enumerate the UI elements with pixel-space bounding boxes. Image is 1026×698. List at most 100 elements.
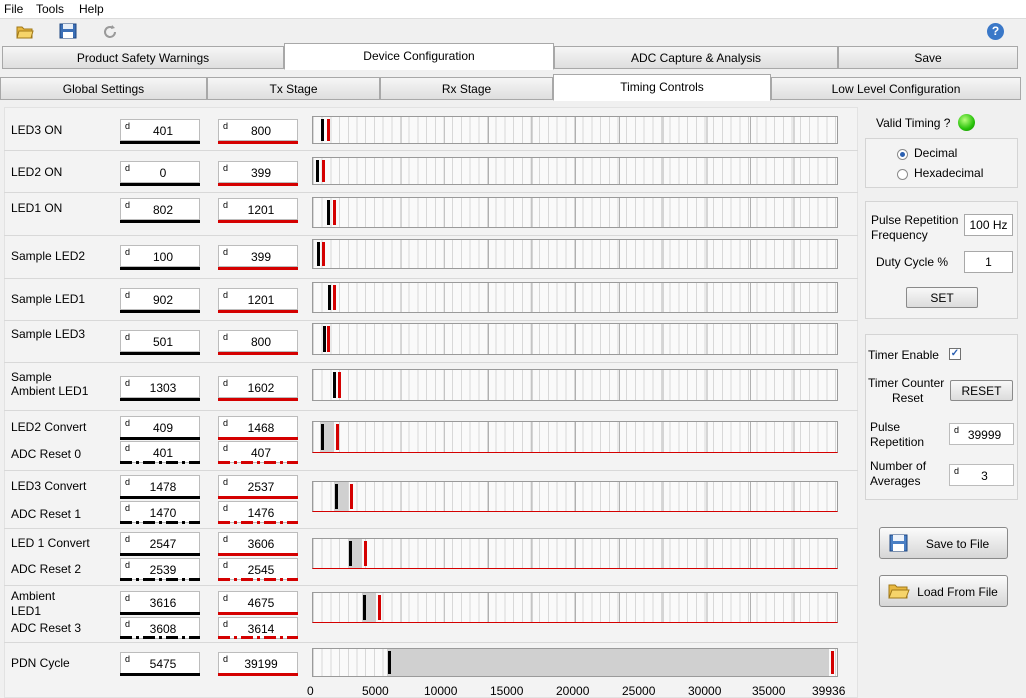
end-marker[interactable] bbox=[350, 484, 353, 509]
timer-reset-button[interactable]: RESET bbox=[950, 380, 1013, 401]
refresh-icon[interactable] bbox=[101, 24, 119, 40]
timing-track-led2-on bbox=[312, 157, 838, 185]
end-marker[interactable] bbox=[831, 651, 834, 674]
led1-on-start-input[interactable]: d 802 bbox=[120, 198, 200, 220]
end-marker[interactable] bbox=[378, 595, 381, 620]
led1-on-end-input[interactable]: d 1201 bbox=[218, 198, 298, 220]
menu-help[interactable]: Help bbox=[79, 2, 104, 16]
end-underline bbox=[218, 141, 298, 144]
start-marker[interactable] bbox=[349, 541, 352, 566]
led1-convert-start-input[interactable]: d 2547 bbox=[120, 532, 200, 554]
toolbar bbox=[0, 18, 1026, 44]
end-marker[interactable] bbox=[327, 326, 330, 352]
end-marker[interactable] bbox=[336, 424, 339, 450]
start-marker[interactable] bbox=[335, 484, 338, 509]
menu-file[interactable]: File bbox=[4, 2, 24, 16]
row-label-adc-reset-2: ADC Reset 2 bbox=[11, 562, 82, 576]
input-value: 902 bbox=[152, 293, 174, 307]
ambient-led1-end-input[interactable]: d 4675 bbox=[218, 591, 298, 613]
led3-on-start-input[interactable]: d 401 bbox=[120, 119, 200, 141]
adc-reset-0-end-input[interactable]: d 407 bbox=[218, 441, 298, 463]
led3-on-end-input[interactable]: d 800 bbox=[218, 119, 298, 141]
save-to-file-button[interactable]: Save to File bbox=[879, 527, 1008, 559]
input-value: 3608 bbox=[149, 622, 177, 636]
sample-led1-end-input[interactable]: d 1201 bbox=[218, 288, 298, 310]
pulse-repetition-input[interactable]: d 39999 bbox=[949, 423, 1014, 445]
led1-convert-end-input[interactable]: d 3606 bbox=[218, 532, 298, 554]
start-marker[interactable] bbox=[333, 372, 336, 398]
end-marker[interactable] bbox=[338, 372, 341, 398]
end-marker[interactable] bbox=[333, 200, 336, 225]
load-from-file-button[interactable]: Load From File bbox=[879, 575, 1008, 607]
tab-product-safety-warnings[interactable]: Product Safety Warnings bbox=[2, 46, 284, 69]
prf-label-line2: Frequency bbox=[871, 228, 928, 242]
sample-led2-end-input[interactable]: d 399 bbox=[218, 245, 298, 267]
sample-ambient-led1-start-input[interactable]: d 1303 bbox=[120, 376, 200, 398]
tab-device-configuration[interactable]: Device Configuration bbox=[284, 43, 554, 70]
adc-reset-3-end-input[interactable]: d 3614 bbox=[218, 617, 298, 639]
adc-reset-2-start-input[interactable]: d 2539 bbox=[120, 558, 200, 580]
input-value: 3606 bbox=[247, 537, 275, 551]
decimal-radio[interactable] bbox=[897, 149, 908, 160]
adc-reset-1-end-input[interactable]: d 1476 bbox=[218, 501, 298, 523]
tab-global-settings[interactable]: Global Settings bbox=[0, 77, 207, 100]
tab-low-level-configuration[interactable]: Low Level Configuration bbox=[771, 77, 1021, 100]
set-button[interactable]: SET bbox=[906, 287, 978, 308]
menu-tools[interactable]: Tools bbox=[36, 2, 65, 16]
end-marker[interactable] bbox=[364, 541, 367, 566]
duty-cycle-input[interactable]: 1 bbox=[964, 251, 1013, 273]
tab-rx-stage[interactable]: Rx Stage bbox=[380, 77, 553, 100]
sample-led3-end-input[interactable]: d 800 bbox=[218, 330, 298, 352]
sample-ambient-led1-end-input[interactable]: d 1602 bbox=[218, 376, 298, 398]
start-marker[interactable] bbox=[388, 651, 391, 674]
start-marker[interactable] bbox=[316, 160, 319, 182]
input-value: 2545 bbox=[247, 563, 275, 577]
start-underline bbox=[120, 352, 200, 355]
tab-save[interactable]: Save bbox=[838, 46, 1018, 69]
prf-input[interactable]: 100 Hz bbox=[964, 214, 1013, 236]
start-marker[interactable] bbox=[321, 424, 324, 450]
sample-led1-start-input[interactable]: d 902 bbox=[120, 288, 200, 310]
help-icon[interactable]: ? bbox=[987, 23, 1004, 40]
decimal-prefix: d bbox=[223, 654, 229, 664]
start-marker[interactable] bbox=[328, 285, 331, 310]
folder-open-icon[interactable] bbox=[16, 24, 34, 40]
decimal-prefix: d bbox=[954, 466, 960, 476]
hexadecimal-radio[interactable] bbox=[897, 169, 908, 180]
pdn-cycle-start-input[interactable]: d 5475 bbox=[120, 652, 200, 674]
decimal-prefix: d bbox=[125, 443, 131, 453]
tab-adc-capture-analysis[interactable]: ADC Capture & Analysis bbox=[554, 46, 838, 69]
end-marker[interactable] bbox=[333, 285, 336, 310]
end-marker[interactable] bbox=[327, 119, 330, 141]
end-underline bbox=[218, 310, 298, 313]
end-marker[interactable] bbox=[322, 242, 325, 266]
ambient-led1-start-input[interactable]: d 3616 bbox=[120, 591, 200, 613]
led2-convert-start-input[interactable]: d 409 bbox=[120, 416, 200, 438]
start-underline bbox=[120, 267, 200, 270]
start-marker[interactable] bbox=[321, 119, 324, 141]
tab-tx-stage[interactable]: Tx Stage bbox=[207, 77, 380, 100]
start-marker[interactable] bbox=[323, 326, 326, 352]
end-underline bbox=[218, 437, 298, 440]
led2-convert-end-input[interactable]: d 1468 bbox=[218, 416, 298, 438]
start-marker[interactable] bbox=[317, 242, 320, 266]
tab-timing-controls[interactable]: Timing Controls bbox=[553, 74, 771, 101]
end-underline bbox=[218, 521, 298, 524]
adc-reset-0-start-input[interactable]: d 401 bbox=[120, 441, 200, 463]
sample-led3-start-input[interactable]: d 501 bbox=[120, 330, 200, 352]
start-underline bbox=[120, 141, 200, 144]
end-marker[interactable] bbox=[322, 160, 325, 182]
sample-led2-start-input[interactable]: d 100 bbox=[120, 245, 200, 267]
pdn-cycle-end-input[interactable]: d 39199 bbox=[218, 652, 298, 674]
adc-reset-1-start-input[interactable]: d 1470 bbox=[120, 501, 200, 523]
timer-enable-checkbox[interactable]: ✓ bbox=[949, 348, 961, 360]
led3-convert-start-input[interactable]: d 1478 bbox=[120, 475, 200, 497]
adc-reset-2-end-input[interactable]: d 2545 bbox=[218, 558, 298, 580]
start-marker[interactable] bbox=[363, 595, 366, 620]
floppy-disk-icon[interactable] bbox=[59, 23, 77, 39]
led3-convert-end-input[interactable]: d 2537 bbox=[218, 475, 298, 497]
led2-on-end-input[interactable]: d 399 bbox=[218, 161, 298, 183]
start-marker[interactable] bbox=[327, 200, 330, 225]
